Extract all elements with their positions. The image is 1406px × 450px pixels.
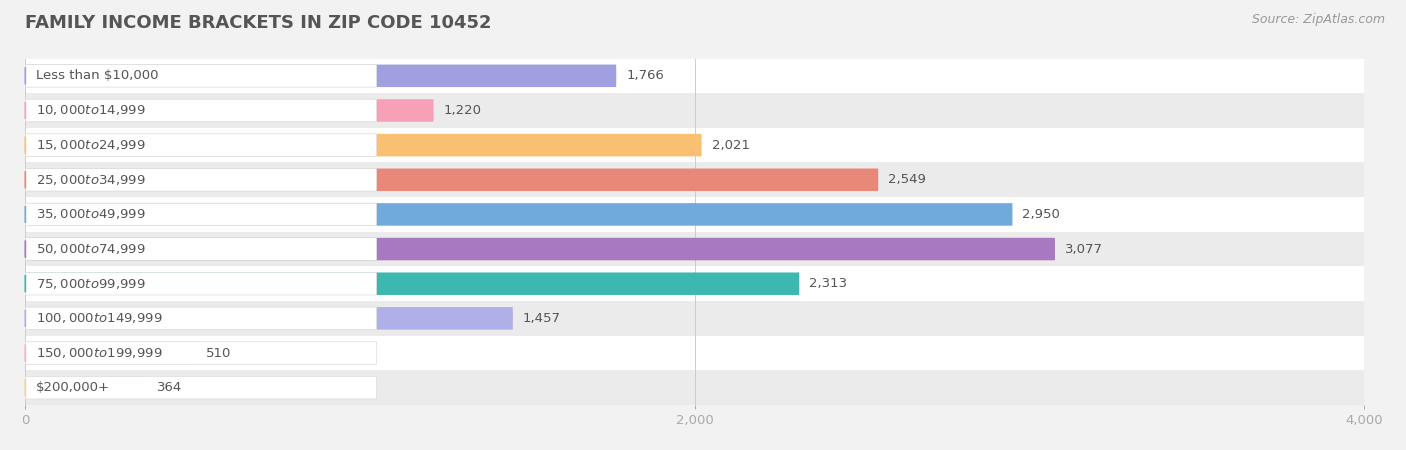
- FancyBboxPatch shape: [25, 64, 377, 87]
- Text: Less than $10,000: Less than $10,000: [35, 69, 157, 82]
- Bar: [25, 232, 1364, 266]
- Text: $10,000 to $14,999: $10,000 to $14,999: [35, 104, 145, 117]
- FancyBboxPatch shape: [25, 168, 879, 191]
- Bar: [25, 128, 1364, 162]
- Text: $200,000+: $200,000+: [35, 381, 110, 394]
- Text: $25,000 to $34,999: $25,000 to $34,999: [35, 173, 145, 187]
- Text: 2,549: 2,549: [889, 173, 927, 186]
- FancyBboxPatch shape: [25, 307, 377, 330]
- Text: 364: 364: [157, 381, 183, 394]
- Bar: [25, 58, 1364, 93]
- Text: 1,766: 1,766: [626, 69, 664, 82]
- FancyBboxPatch shape: [25, 376, 377, 399]
- Text: 2,950: 2,950: [1022, 208, 1060, 221]
- Text: 3,077: 3,077: [1064, 243, 1102, 256]
- FancyBboxPatch shape: [25, 376, 148, 399]
- Bar: [25, 301, 1364, 336]
- Bar: [25, 162, 1364, 197]
- Bar: [25, 197, 1364, 232]
- Text: FAMILY INCOME BRACKETS IN ZIP CODE 10452: FAMILY INCOME BRACKETS IN ZIP CODE 10452: [25, 14, 492, 32]
- FancyBboxPatch shape: [25, 203, 1012, 226]
- FancyBboxPatch shape: [25, 307, 513, 330]
- Text: 1,457: 1,457: [523, 312, 561, 325]
- Text: $150,000 to $199,999: $150,000 to $199,999: [35, 346, 162, 360]
- FancyBboxPatch shape: [25, 134, 702, 157]
- FancyBboxPatch shape: [25, 342, 377, 365]
- Text: 2,313: 2,313: [810, 277, 848, 290]
- Bar: [25, 266, 1364, 301]
- Text: Source: ZipAtlas.com: Source: ZipAtlas.com: [1251, 14, 1385, 27]
- Text: $75,000 to $99,999: $75,000 to $99,999: [35, 277, 145, 291]
- FancyBboxPatch shape: [25, 203, 377, 226]
- Text: $50,000 to $74,999: $50,000 to $74,999: [35, 242, 145, 256]
- Bar: [25, 336, 1364, 370]
- FancyBboxPatch shape: [25, 99, 433, 122]
- FancyBboxPatch shape: [25, 134, 377, 157]
- Text: $15,000 to $24,999: $15,000 to $24,999: [35, 138, 145, 152]
- Text: $35,000 to $49,999: $35,000 to $49,999: [35, 207, 145, 221]
- FancyBboxPatch shape: [25, 168, 377, 191]
- FancyBboxPatch shape: [25, 238, 377, 261]
- Text: 2,021: 2,021: [711, 139, 749, 152]
- Text: 510: 510: [207, 346, 232, 360]
- Bar: [25, 93, 1364, 128]
- FancyBboxPatch shape: [25, 99, 377, 122]
- FancyBboxPatch shape: [25, 238, 1054, 261]
- Text: 1,220: 1,220: [444, 104, 482, 117]
- FancyBboxPatch shape: [25, 64, 616, 87]
- FancyBboxPatch shape: [25, 272, 799, 295]
- FancyBboxPatch shape: [25, 272, 377, 295]
- Text: $100,000 to $149,999: $100,000 to $149,999: [35, 311, 162, 325]
- Bar: [25, 370, 1364, 405]
- FancyBboxPatch shape: [25, 342, 195, 365]
